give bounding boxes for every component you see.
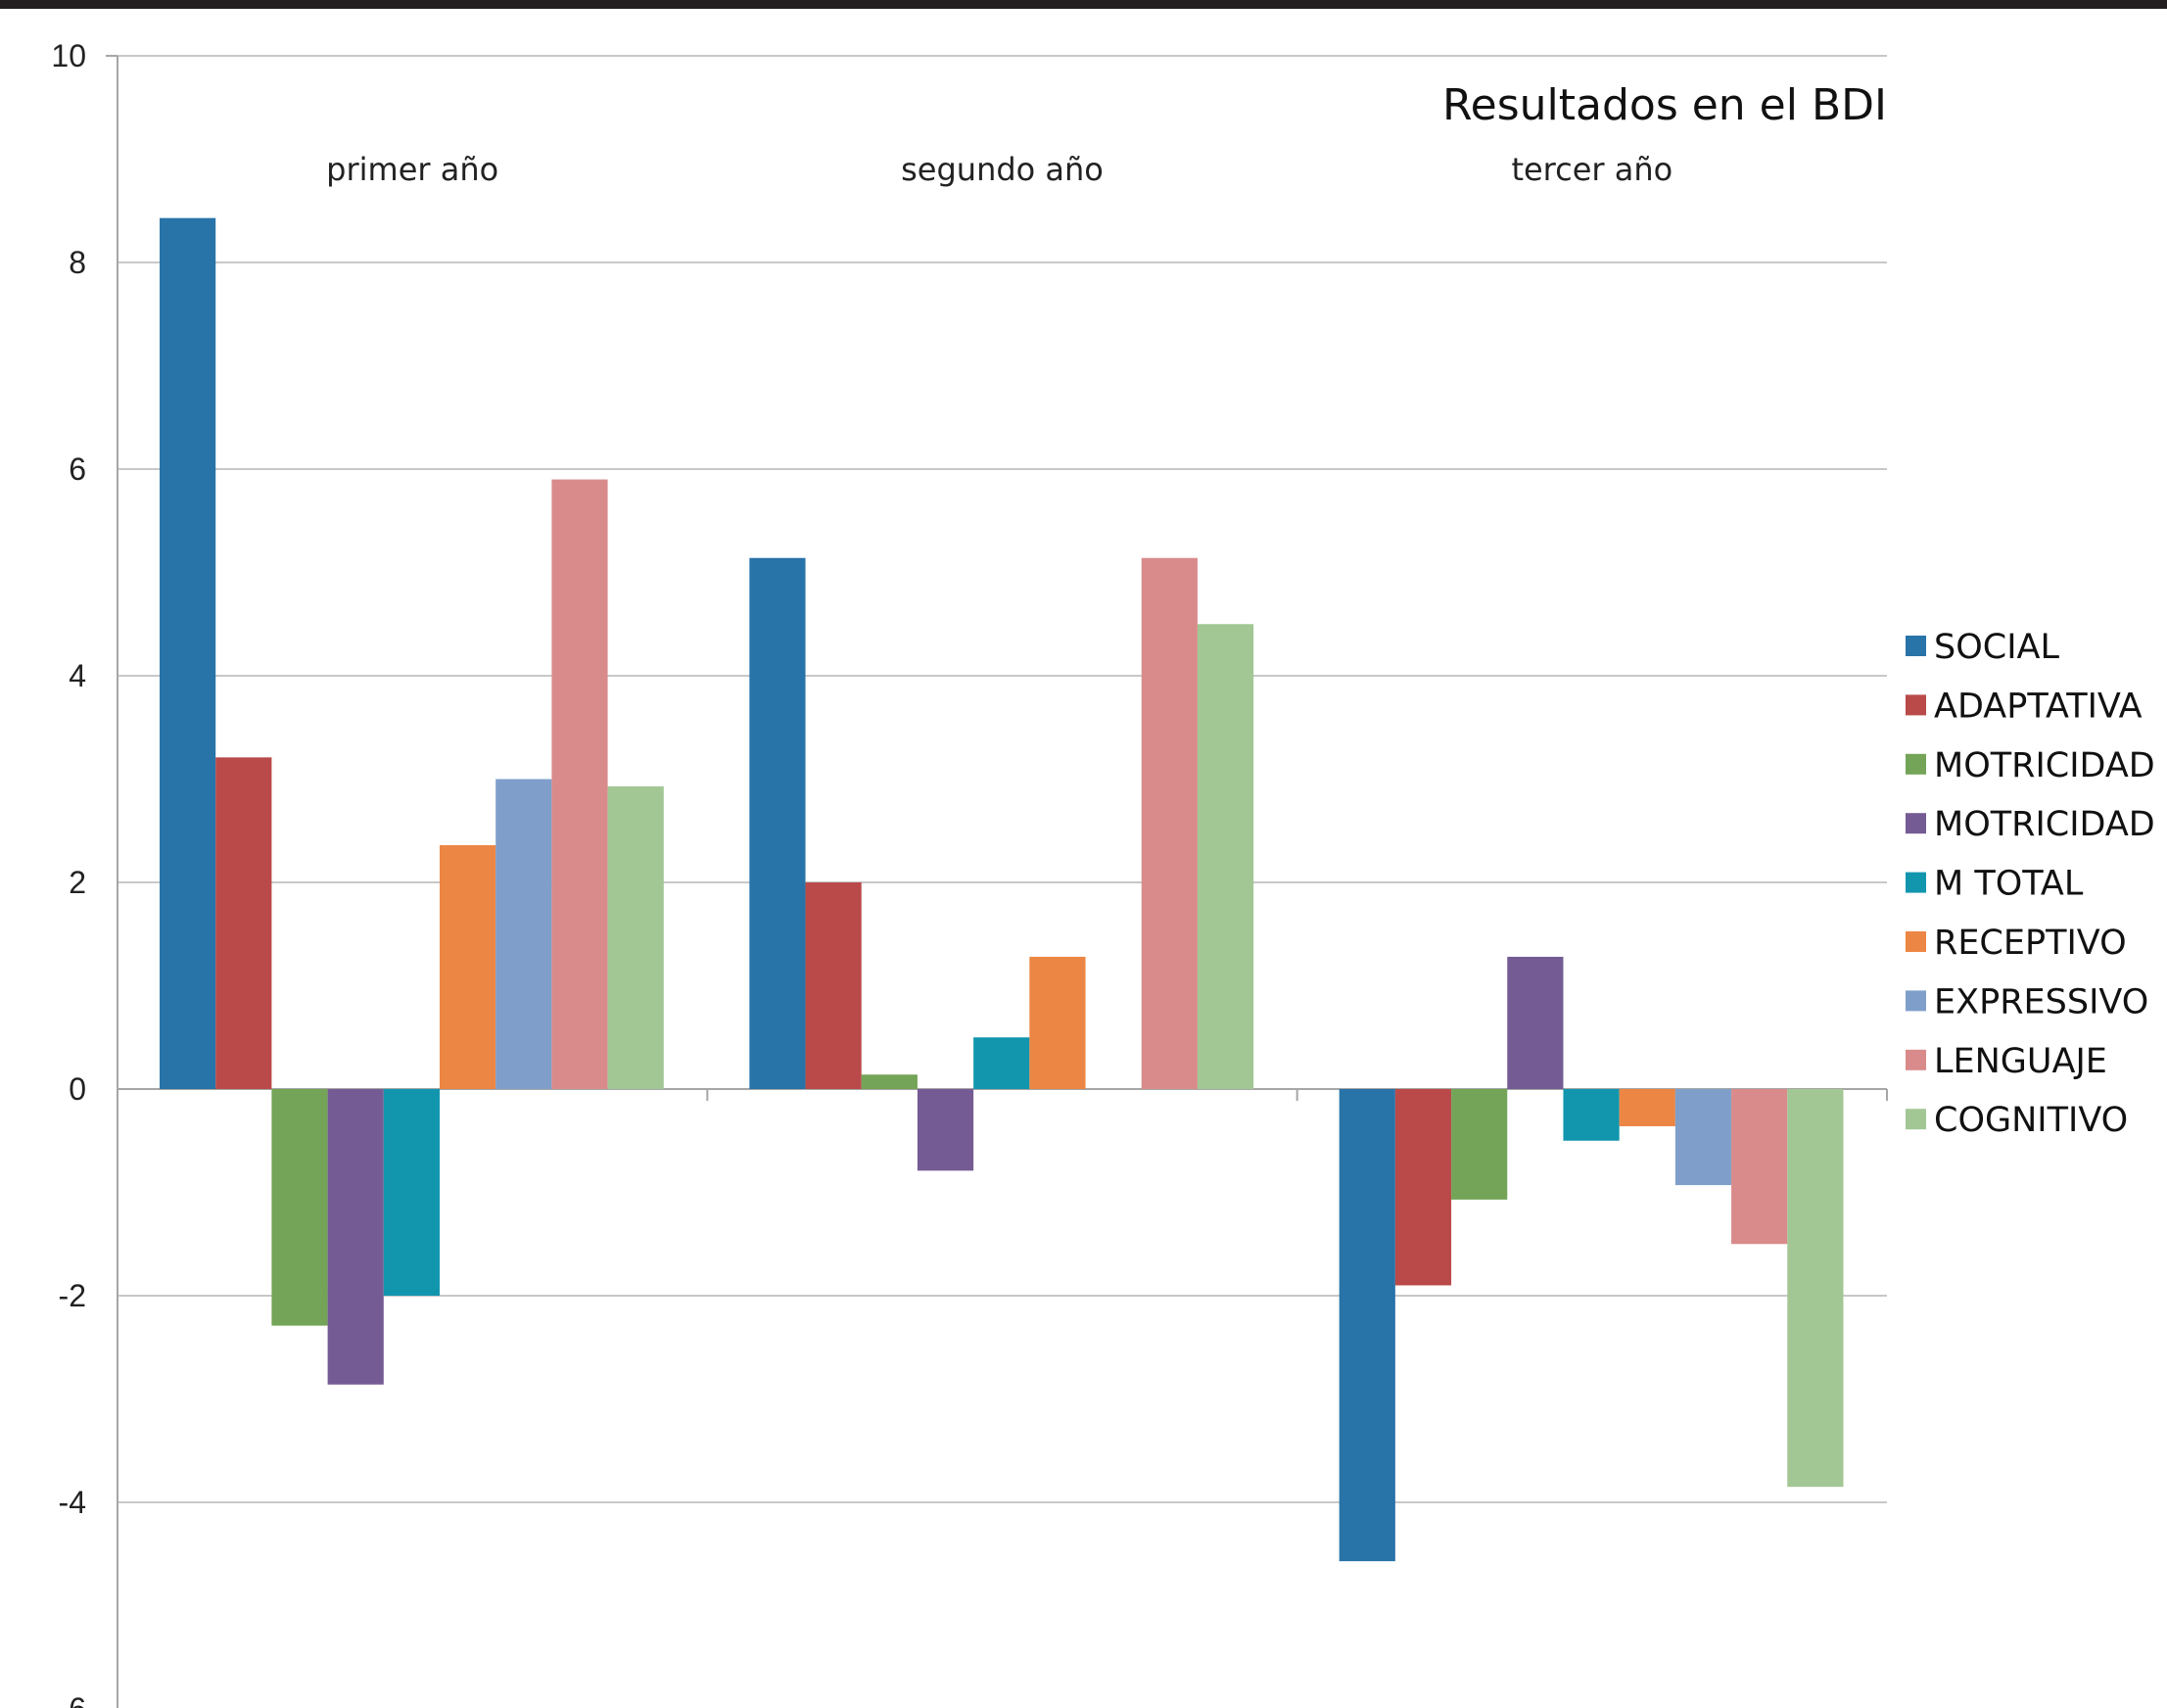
legend-label: EXPRESSIVO: [1934, 982, 2148, 1021]
legend-label: M TOTAL: [1934, 865, 2084, 904]
category-label: tercer año: [1511, 151, 1672, 188]
y-tick-label: 10: [51, 38, 86, 73]
bar-m-total: [973, 1037, 1030, 1089]
legend-swatch: [1906, 990, 1926, 1012]
bar-social: [1339, 1089, 1395, 1562]
bars: [160, 217, 1844, 1562]
y-tick-label: 6: [69, 451, 86, 487]
bar-lenguaje: [551, 479, 608, 1089]
bar-lenguaje: [1731, 1089, 1788, 1245]
bar-cognitivo: [1787, 1089, 1844, 1488]
y-axis-labels: 10 8 6 4 2 0 -2 -4 -6: [51, 38, 86, 1708]
bar-motricidad-f: [1507, 956, 1564, 1089]
legend-swatch: [1906, 1049, 1926, 1070]
bar-expressivo: [495, 779, 552, 1089]
y-tick-label: 4: [69, 658, 86, 693]
y-tick-label: 0: [69, 1071, 86, 1107]
category-labels: primer año segundo año tercer año: [326, 151, 1672, 188]
bar-motricidad-f: [327, 1089, 384, 1385]
legend-item: RECEPTIVO: [1906, 924, 2127, 963]
bar-receptivo: [440, 845, 496, 1089]
y-tick-label: -2: [59, 1278, 86, 1313]
legend-item: SOCIAL: [1906, 628, 2059, 667]
category-label: segundo año: [901, 151, 1104, 188]
bar-adaptativa: [215, 757, 272, 1089]
legend-swatch: [1906, 694, 1926, 716]
y-tick-label: 8: [69, 245, 86, 280]
legend-swatch: [1906, 753, 1926, 775]
legend-item: M TOTAL: [1906, 865, 2084, 904]
legend-item: MOTRICIDAD G: [1906, 746, 2167, 785]
bar-adaptativa: [805, 882, 862, 1089]
legend-swatch: [1906, 872, 1926, 893]
legend-item: ADAPTATIVA: [1906, 687, 2143, 726]
bar-lenguaje: [1141, 557, 1198, 1089]
legend-label: RECEPTIVO: [1934, 924, 2127, 963]
y-tick-label: -6: [59, 1691, 86, 1708]
legend-label: MOTRICIDAD G: [1934, 746, 2167, 785]
legend: SOCIAL ADAPTATIVA MOTRICIDAD G MOTRICIDAD F…: [1906, 628, 2167, 1140]
legend-swatch: [1906, 1109, 1926, 1130]
bar-motricidad-f: [917, 1089, 974, 1171]
bar-receptivo: [1029, 956, 1086, 1089]
bar-motricidad-g: [861, 1074, 918, 1089]
bar-social: [749, 557, 806, 1089]
chart-title: Resultados en el BDI: [1442, 80, 1887, 130]
legend-label: SOCIAL: [1934, 628, 2059, 667]
bar-m-total: [383, 1089, 440, 1296]
legend-label: LENGUAJE: [1934, 1042, 2107, 1081]
top-border: [0, 0, 2167, 9]
legend-label: ADAPTATIVA: [1934, 687, 2143, 726]
legend-label: MOTRICIDAD F: [1934, 805, 2167, 844]
gridlines: [118, 55, 1887, 1503]
bar-social: [160, 217, 216, 1089]
bar-motricidad-g: [1451, 1089, 1508, 1200]
bar-cognitivo: [1197, 624, 1254, 1089]
category-label: primer año: [326, 151, 498, 188]
y-tick-label: 2: [69, 865, 86, 900]
bar-adaptativa: [1394, 1089, 1452, 1286]
bar-expressivo: [1674, 1089, 1732, 1186]
legend-item: MOTRICIDAD F: [1906, 805, 2167, 844]
y-tick-label: -4: [59, 1485, 86, 1520]
bar-motricidad-g: [271, 1089, 328, 1326]
bar-cognitivo: [607, 785, 664, 1089]
legend-swatch: [1906, 813, 1926, 834]
bar-receptivo: [1619, 1089, 1675, 1126]
legend-item: LENGUAJE: [1906, 1042, 2107, 1081]
legend-item: COGNITIVO: [1906, 1101, 2128, 1140]
legend-label: COGNITIVO: [1934, 1101, 2128, 1140]
bar-m-total: [1563, 1089, 1620, 1141]
legend-swatch: [1906, 636, 1926, 656]
legend-item: EXPRESSIVO: [1906, 982, 2148, 1021]
legend-swatch: [1906, 931, 1926, 952]
